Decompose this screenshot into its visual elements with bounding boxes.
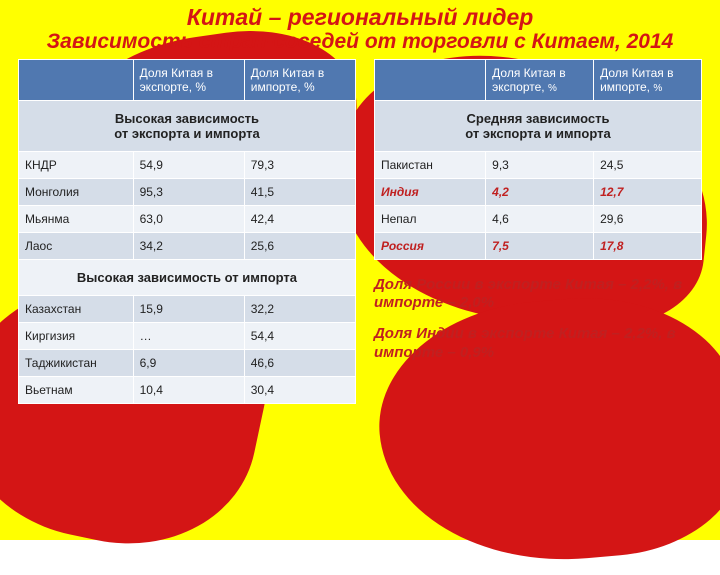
section-medium: Средняя зависимость от экспорта и импорт…	[374, 100, 701, 151]
notes: Доля России в экспорте Китая – 2,2%, в и…	[374, 276, 702, 363]
cell-import: 79,3	[244, 151, 355, 178]
table-row: Таджикистан 6,9 46,6	[19, 349, 356, 376]
left-table: Доля Китая в экспорте, % Доля Китая в им…	[18, 59, 356, 404]
cell-export: …	[133, 322, 244, 349]
cell-country: Монголия	[19, 178, 134, 205]
table-row: Мьянма 63,0 42,4	[19, 205, 356, 232]
section-high-import: Высокая зависимость от импорта	[19, 259, 356, 295]
cell-import: 42,4	[244, 205, 355, 232]
cell-export: 95,3	[133, 178, 244, 205]
col-export: Доля Китая в экспорте, %	[133, 59, 244, 100]
note-russia: Доля России в экспорте Китая – 2,2%, в и…	[374, 276, 702, 314]
cell-import: 29,6	[594, 205, 702, 232]
section-label: Высокая зависимость от импорта	[19, 259, 356, 295]
table-row-highlight: Индия 4,2 12,7	[374, 178, 701, 205]
col-country	[19, 59, 134, 100]
cell-export: 4,2	[486, 178, 594, 205]
col-country	[374, 59, 485, 100]
table-row: Казахстан 15,9 32,2	[19, 295, 356, 322]
title-line-1: Китай – региональный лидер	[0, 4, 720, 30]
section-label: Высокая зависимость от экспорта и импорт…	[19, 100, 356, 151]
table-row: КНДР 54,9 79,3	[19, 151, 356, 178]
table-row: Киргизия … 54,4	[19, 322, 356, 349]
cell-export: 7,5	[486, 232, 594, 259]
cell-country: КНДР	[19, 151, 134, 178]
title-line-2: Зависимость стран-соседей от торговли с …	[0, 30, 720, 54]
cell-export: 54,9	[133, 151, 244, 178]
table-header-row: Доля Китая в экспорте, % Доля Китая в им…	[19, 59, 356, 100]
cell-export: 15,9	[133, 295, 244, 322]
section-label: Средняя зависимость от экспорта и импорт…	[374, 100, 701, 151]
cell-import: 41,5	[244, 178, 355, 205]
cell-country: Индия	[374, 178, 485, 205]
table-row: Вьетнам 10,4 30,4	[19, 376, 356, 403]
right-column: Доля Китая в экспорте, % Доля Китая в им…	[374, 59, 702, 375]
col-export: Доля Китая в экспорте, %	[486, 59, 594, 100]
cell-import: 54,4	[244, 322, 355, 349]
cell-import: 12,7	[594, 178, 702, 205]
note-india: Доля Индии в экспорте Китая – 2,2%, в им…	[374, 325, 702, 363]
cell-import: 24,5	[594, 151, 702, 178]
right-table: Доля Китая в экспорте, % Доля Китая в им…	[374, 59, 702, 260]
cell-import: 46,6	[244, 349, 355, 376]
left-column: Доля Китая в экспорте, % Доля Китая в им…	[18, 59, 356, 404]
cell-export: 34,2	[133, 232, 244, 259]
cell-country: Россия	[374, 232, 485, 259]
col-import: Доля Китая в импорте, %	[244, 59, 355, 100]
cell-country: Пакистан	[374, 151, 485, 178]
cell-country: Казахстан	[19, 295, 134, 322]
cell-country: Мьянма	[19, 205, 134, 232]
cell-country: Непал	[374, 205, 485, 232]
cell-country: Вьетнам	[19, 376, 134, 403]
table-row-highlight: Россия 7,5 17,8	[374, 232, 701, 259]
cell-export: 4,6	[486, 205, 594, 232]
cell-country: Лаос	[19, 232, 134, 259]
cell-import: 17,8	[594, 232, 702, 259]
cell-import: 32,2	[244, 295, 355, 322]
page-title: Китай – региональный лидер Зависимость с…	[0, 0, 720, 55]
cell-import: 25,6	[244, 232, 355, 259]
table-header-row: Доля Китая в экспорте, % Доля Китая в им…	[374, 59, 701, 100]
table-row: Пакистан 9,3 24,5	[374, 151, 701, 178]
cell-import: 30,4	[244, 376, 355, 403]
columns: Доля Китая в экспорте, % Доля Китая в им…	[0, 55, 720, 404]
table-row: Непал 4,6 29,6	[374, 205, 701, 232]
cell-export: 6,9	[133, 349, 244, 376]
section-high-both: Высокая зависимость от экспорта и импорт…	[19, 100, 356, 151]
content: Китай – региональный лидер Зависимость с…	[0, 0, 720, 540]
cell-export: 9,3	[486, 151, 594, 178]
cell-country: Киргизия	[19, 322, 134, 349]
table-row: Лаос 34,2 25,6	[19, 232, 356, 259]
cell-country: Таджикистан	[19, 349, 134, 376]
table-row: Монголия 95,3 41,5	[19, 178, 356, 205]
cell-export: 63,0	[133, 205, 244, 232]
cell-export: 10,4	[133, 376, 244, 403]
col-import: Доля Китая в импорте, %	[594, 59, 702, 100]
